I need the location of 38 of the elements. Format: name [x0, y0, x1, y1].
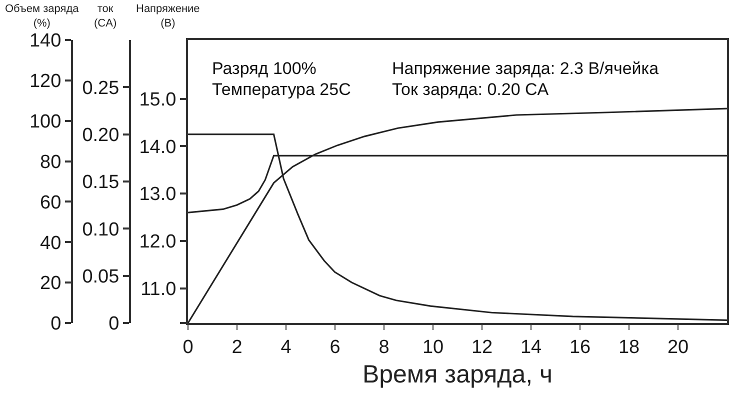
x-tick-label: 4	[280, 336, 292, 358]
x-tick-label: 0	[182, 336, 194, 358]
y2-tick-label: 0	[108, 314, 120, 335]
y2-axis-title: ток (CA)	[94, 3, 117, 30]
y-tick-label: 60	[40, 192, 62, 214]
y2-tick-label: 0.05	[82, 266, 120, 288]
y3-tick-label: 12.0	[139, 232, 176, 253]
annotation: Разряд 100%	[212, 59, 316, 78]
y-tick-label: 0	[50, 314, 62, 335]
y-tick-label: 20	[40, 273, 62, 294]
x-tick-label: 12	[471, 336, 493, 358]
y-tick-label: 140	[29, 30, 62, 52]
y2-tick-label: 0.15	[82, 172, 120, 194]
annotation: Напряжение заряда: 2.3 В/ячейка	[392, 59, 660, 78]
y-tick-label: 40	[40, 232, 62, 254]
y2-tick-label: 0.20	[82, 124, 120, 146]
y2-tick-label: 0.10	[82, 219, 120, 240]
x-tick-label: 8	[378, 336, 390, 358]
y3-tick-label: 15.0	[139, 89, 176, 110]
y-tick-label: 120	[29, 71, 62, 92]
y3-axis-title: Напряжение (В)	[136, 3, 200, 30]
x-tick-label: 10	[422, 336, 444, 358]
annotation: Ток заряда: 0.20 CA	[392, 80, 550, 99]
x-tick-label: 18	[618, 336, 640, 358]
y-axis-title: Объем заряда (%)	[5, 3, 80, 30]
x-tick-label: 6	[330, 336, 340, 358]
y2-tick-label: 0.25	[82, 78, 120, 99]
y3-tick-label: 11.0	[140, 279, 176, 300]
x-tick-label: 16	[569, 336, 591, 358]
x-tick-label: 14	[520, 336, 542, 358]
y-tick-label: 80	[40, 152, 62, 173]
x-tick-label: 20	[667, 336, 689, 358]
y3-tick-label: 13.0	[139, 184, 176, 206]
x-tick-label: 2	[232, 336, 242, 358]
x-axis-title: Время заряда, ч	[362, 360, 553, 388]
y3-tick-label: 14.0	[139, 136, 176, 158]
y-tick-label: 100	[29, 112, 62, 133]
annotation: Температура 25C	[212, 80, 351, 99]
